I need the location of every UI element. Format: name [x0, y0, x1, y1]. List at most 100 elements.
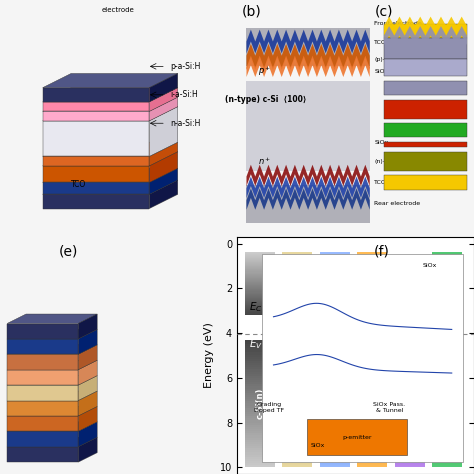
Polygon shape	[246, 177, 370, 198]
Bar	[432, 257, 462, 258]
Bar	[394, 298, 425, 299]
Bar	[394, 448, 425, 450]
Bar	[245, 442, 275, 444]
Bar	[357, 294, 387, 296]
Bar	[394, 459, 425, 460]
Bar	[357, 464, 387, 465]
Bar	[432, 283, 462, 284]
Bar	[432, 412, 462, 413]
Bar	[320, 461, 350, 462]
Text: TCO: TCO	[71, 181, 86, 189]
Bar	[432, 440, 462, 441]
Bar	[357, 423, 387, 424]
Bar	[432, 463, 462, 464]
Bar	[432, 465, 462, 466]
Bar	[320, 273, 350, 274]
Bar	[432, 308, 462, 309]
Bar	[320, 291, 350, 292]
Bar	[283, 306, 312, 307]
Bar	[394, 412, 425, 413]
Bar	[245, 299, 275, 300]
Bar	[394, 397, 425, 398]
Bar	[320, 462, 350, 463]
Bar	[320, 417, 350, 418]
Bar	[245, 438, 275, 439]
Bar	[245, 256, 275, 257]
Text: c-Si(n): c-Si(n)	[255, 388, 264, 419]
Bar	[432, 252, 462, 253]
Polygon shape	[149, 107, 178, 156]
Bar	[432, 289, 462, 290]
Bar	[245, 344, 275, 346]
Bar	[394, 329, 425, 330]
Bar	[320, 436, 350, 437]
Bar	[394, 284, 425, 285]
Text: (f): (f)	[374, 244, 390, 258]
Bar	[432, 253, 462, 254]
Bar	[283, 294, 312, 295]
Bar	[394, 269, 425, 270]
Bar	[394, 268, 425, 269]
Text: p-a-Si:H: p-a-Si:H	[171, 62, 201, 71]
Bar	[394, 451, 425, 452]
Bar	[357, 435, 387, 436]
Bar	[384, 123, 467, 137]
Bar	[432, 427, 462, 428]
Bar	[283, 261, 312, 262]
Bar	[432, 444, 462, 445]
Bar	[432, 455, 462, 456]
Text: Rear electrode: Rear electrode	[374, 201, 420, 206]
Bar	[394, 309, 425, 310]
Bar	[394, 406, 425, 408]
Bar	[320, 324, 350, 326]
Bar	[357, 292, 387, 293]
Text: n-a-Si:H: n-a-Si:H	[171, 119, 201, 128]
Bar	[432, 258, 462, 259]
Bar	[432, 437, 462, 438]
Bar	[357, 445, 387, 446]
Bar	[394, 267, 425, 268]
Bar	[357, 252, 387, 253]
Bar	[320, 405, 350, 406]
Bar	[357, 283, 387, 284]
Bar	[432, 423, 462, 424]
Bar	[357, 441, 387, 443]
Bar	[394, 399, 425, 401]
Bar	[320, 454, 350, 455]
Bar	[245, 301, 275, 302]
Bar	[283, 446, 312, 447]
Text: HfO$_x$: HfO$_x$	[403, 420, 416, 444]
Bar	[394, 419, 425, 420]
Bar	[432, 452, 462, 453]
Bar	[432, 256, 462, 257]
Bar	[283, 447, 312, 449]
Bar	[283, 458, 312, 460]
Bar	[357, 262, 387, 263]
Bar	[432, 420, 462, 421]
Bar	[432, 438, 462, 439]
Bar	[394, 440, 425, 441]
Bar	[394, 408, 425, 409]
Bar	[245, 356, 275, 359]
Polygon shape	[7, 355, 78, 370]
Polygon shape	[7, 437, 97, 447]
Bar	[357, 270, 387, 271]
Bar	[283, 392, 312, 393]
Bar	[432, 260, 462, 261]
Polygon shape	[7, 329, 97, 339]
Bar	[432, 458, 462, 460]
Bar	[283, 263, 312, 264]
Bar	[432, 264, 462, 265]
Bar	[283, 277, 312, 279]
Polygon shape	[7, 447, 78, 462]
Bar	[320, 401, 350, 402]
Y-axis label: Energy (eV): Energy (eV)	[204, 323, 214, 388]
Text: TCO: TCO	[374, 40, 387, 45]
Bar	[245, 306, 275, 307]
Bar	[432, 436, 462, 437]
Bar	[283, 365, 312, 366]
Bar	[283, 410, 312, 411]
Bar	[283, 259, 312, 260]
Bar	[394, 301, 425, 303]
Bar	[245, 307, 275, 308]
